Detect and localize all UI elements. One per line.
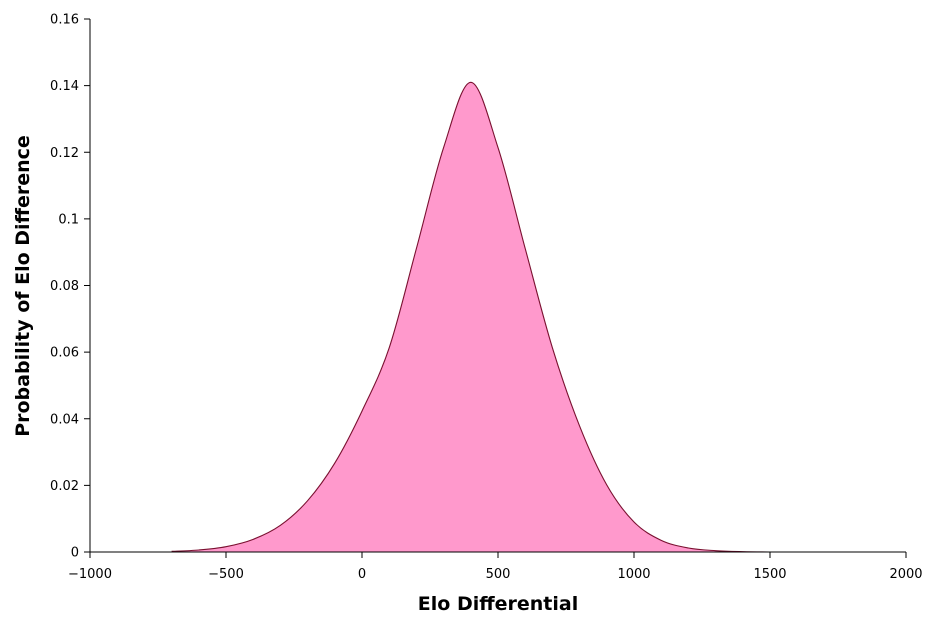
x-axis: −1000 −500 0 500 1000 1500 2000: [68, 551, 923, 582]
y-tick-label: 0.16: [50, 13, 79, 28]
y-tick-label: 0.02: [50, 479, 79, 494]
y-tick-label: 0.08: [50, 279, 79, 294]
y-axis-title: Probability of Elo Difference: [12, 135, 34, 437]
y-tick-label: 0.14: [50, 79, 79, 94]
x-tick-label: −1000: [68, 567, 112, 582]
x-tick-label: −500: [208, 567, 244, 582]
distribution-curve: [171, 81, 825, 553]
y-tick-label: 0.06: [50, 346, 79, 361]
distribution-area: [171, 82, 825, 552]
x-tick-label: 0: [358, 567, 366, 582]
x-tick-label: 2000: [889, 567, 922, 582]
x-tick-label: 1000: [617, 567, 650, 582]
x-axis-title: Elo Differential: [418, 593, 578, 615]
x-tick-label: 1500: [753, 567, 786, 582]
y-tick-label: 0.04: [50, 412, 79, 427]
plot-area: [171, 81, 825, 553]
y-tick-label: 0.1: [58, 212, 79, 227]
y-axis: 0 0.02 0.04 0.06 0.08 0.1 0.12 0.14 0.16: [50, 13, 91, 561]
y-tick-label: 0: [71, 546, 79, 561]
y-tick-label: 0.12: [50, 146, 79, 161]
x-tick-label: 500: [486, 567, 511, 582]
